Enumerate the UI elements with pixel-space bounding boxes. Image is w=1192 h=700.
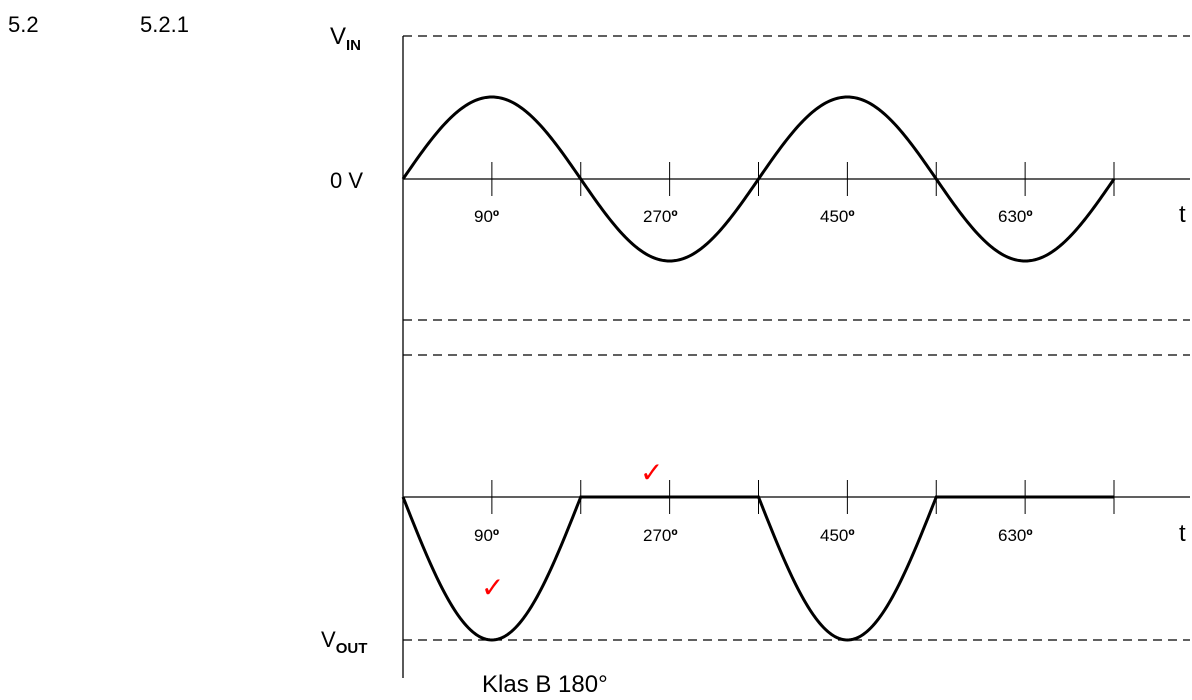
section-number: 5.2: [8, 12, 39, 37]
input-sine-wave: [401, 95, 1116, 263]
tick-label-90-top: 90º: [474, 207, 499, 226]
time-label-bottom: t: [1179, 520, 1186, 547]
tick-label-270-bottom: 270º: [643, 526, 678, 545]
vout-label-subscript: OUT: [336, 640, 368, 657]
zero-volt-label: 0 V: [330, 168, 363, 193]
tick-label-90-bottom: 90º: [474, 526, 499, 545]
diagram-caption: Klas B 180°: [482, 671, 608, 698]
subsection-number: 5.2.1: [140, 12, 189, 37]
tick-label-450-top: 450º: [820, 207, 855, 226]
check-mark-icon-top: ✓: [640, 457, 663, 488]
tick-label-270-top: 270º: [643, 207, 678, 226]
vout-label: VOUT: [321, 627, 367, 657]
output-half-wave: [401, 495, 1114, 642]
time-label-top: t: [1179, 201, 1186, 228]
vin-label-subscript: IN: [346, 37, 361, 54]
tick-label-630-bottom: 630º: [998, 526, 1033, 545]
check-mark-icon-lower: ✓: [481, 572, 504, 603]
vin-label: VIN: [330, 23, 361, 54]
tick-label-450-bottom: 450º: [820, 526, 855, 545]
tick-label-630-top: 630º: [998, 207, 1033, 226]
